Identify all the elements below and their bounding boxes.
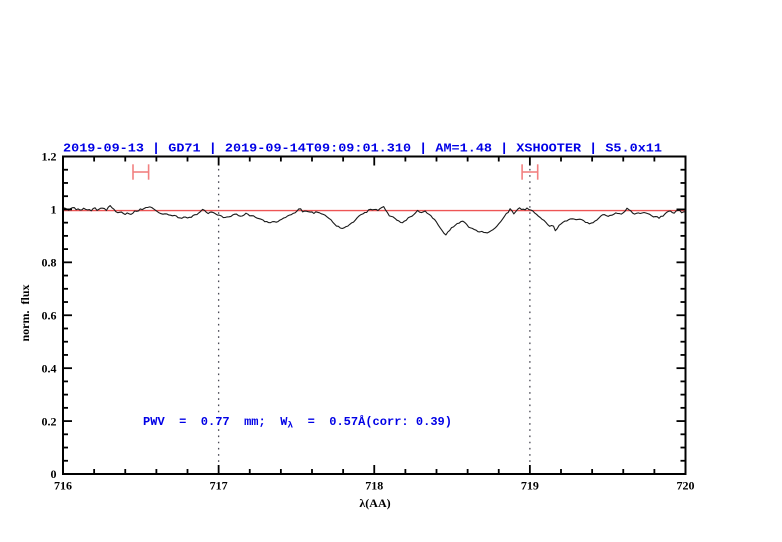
svg-text:0.6: 0.6 bbox=[42, 308, 57, 322]
svg-text:0.8: 0.8 bbox=[42, 256, 57, 270]
svg-text:717: 717 bbox=[210, 479, 228, 493]
svg-text:norm. flux: norm. flux bbox=[18, 285, 32, 342]
svg-text:716: 716 bbox=[54, 479, 72, 493]
svg-text:0: 0 bbox=[51, 467, 57, 481]
svg-text:0.4: 0.4 bbox=[42, 361, 57, 375]
svg-text:720: 720 bbox=[677, 479, 695, 493]
svg-text:0.2: 0.2 bbox=[42, 414, 57, 428]
svg-text:719: 719 bbox=[521, 479, 539, 493]
svg-text:718: 718 bbox=[365, 479, 383, 493]
svg-text:PWV = 0.77 mm; Wλ = 0.57: PWV = 0.77 mm; Wλ = 0.57Å(corr: 0.39) bbox=[143, 414, 452, 431]
svg-text:1.2: 1.2 bbox=[42, 150, 57, 164]
svg-text:λ(AA): λ(AA) bbox=[359, 496, 390, 510]
svg-text:1: 1 bbox=[51, 203, 57, 217]
svg-text:2019-09-13 | GD71 | 2019-09-14: 2019-09-13 | GD71 | 2019-09-14T09:09:01.… bbox=[63, 142, 662, 156]
